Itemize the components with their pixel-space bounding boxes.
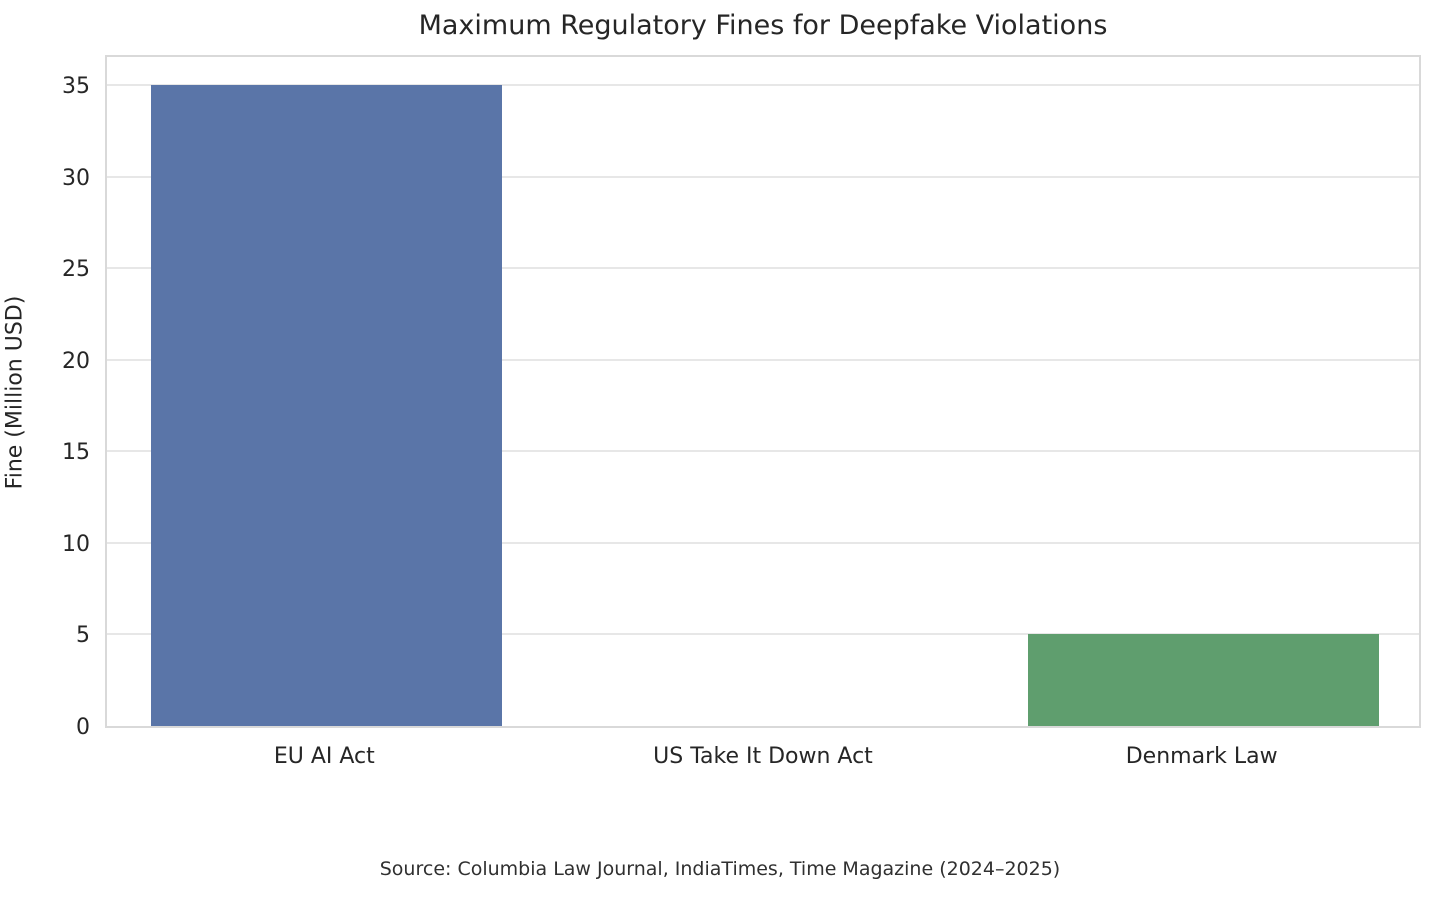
gridline-25 [107, 267, 1419, 270]
source-note: Source: Columbia Law Journal, IndiaTimes… [379, 858, 1061, 880]
gridline-10 [107, 541, 1419, 544]
y-tick-30: 30 [62, 165, 90, 191]
gridline-30 [107, 175, 1419, 178]
chart-title: Maximum Regulatory Fines for Deepfake Vi… [418, 10, 1108, 41]
x-tick-us-take-it-down-act: US Take It Down Act [653, 744, 873, 769]
gridline-20 [107, 358, 1419, 361]
x-tick-denmark-law: Denmark Law [1125, 744, 1278, 769]
y-tick-35: 35 [62, 74, 90, 100]
gridline-15 [107, 450, 1419, 453]
plot-area [105, 55, 1421, 728]
bar-eu-ai-act [150, 85, 502, 726]
y-tick-10: 10 [62, 531, 90, 557]
gridline-35 [107, 84, 1419, 87]
y-tick-0: 0 [76, 715, 90, 740]
y-tick-25: 25 [62, 257, 90, 283]
bar-denmark-law [1028, 634, 1380, 726]
y-tick-15: 15 [62, 440, 90, 466]
x-tick-eu-ai-act: EU AI Act [273, 744, 375, 769]
y-tick-5: 5 [76, 623, 90, 649]
y-tick-20: 20 [62, 348, 90, 374]
gridline-5 [107, 633, 1419, 636]
